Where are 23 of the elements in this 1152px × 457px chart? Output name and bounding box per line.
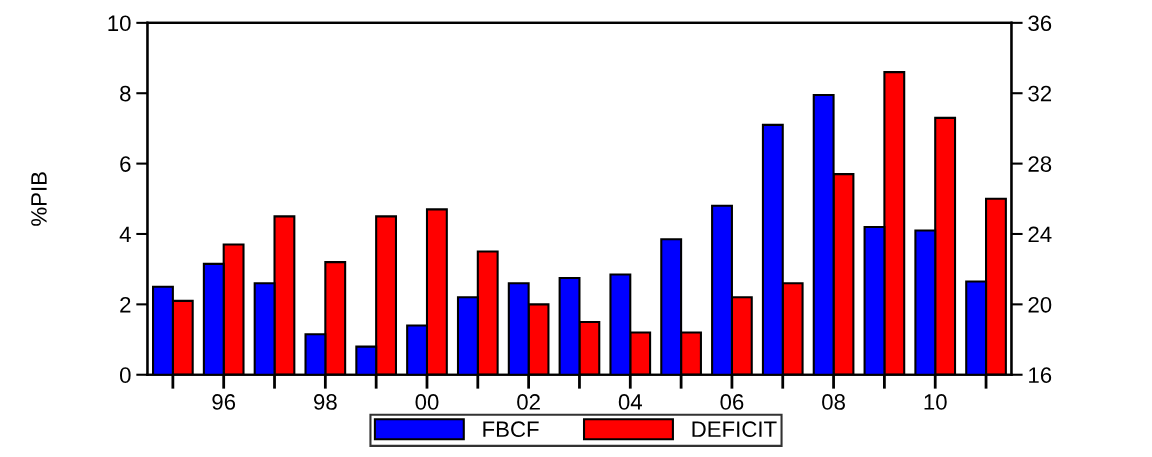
x-tick-label: 98: [314, 394, 337, 410]
y2-tick-label: 32: [1028, 85, 1052, 102]
x-tick-label: 96: [212, 394, 236, 410]
legend-label: FBCF: [483, 421, 539, 438]
y-tick-label: 4: [119, 226, 131, 243]
x-tick-label: 02: [517, 394, 540, 410]
x-tick-label: 04: [618, 394, 642, 410]
legend-label: DEFICIT: [692, 421, 777, 438]
x-tick-label: 06: [720, 394, 744, 410]
y2-tick-label: 20: [1028, 296, 1052, 313]
x-tick-label: 08: [822, 394, 845, 410]
x-tick-label: 00: [415, 394, 439, 410]
y-tick-label: 8: [120, 85, 131, 102]
y2-tick-label: 36: [1028, 15, 1052, 32]
y-axis-title: %PIB: [31, 172, 47, 226]
y-tick-label: 10: [108, 15, 131, 32]
y-tick-label: 0: [119, 367, 131, 384]
y2-tick-label: 16: [1029, 367, 1052, 384]
y2-tick-label: 28: [1028, 156, 1052, 172]
y-tick-label: 6: [120, 156, 131, 172]
x-tick-label: 10: [924, 394, 947, 410]
y-tick-label: 2: [120, 296, 131, 313]
y2-tick-label: 24: [1028, 226, 1052, 243]
